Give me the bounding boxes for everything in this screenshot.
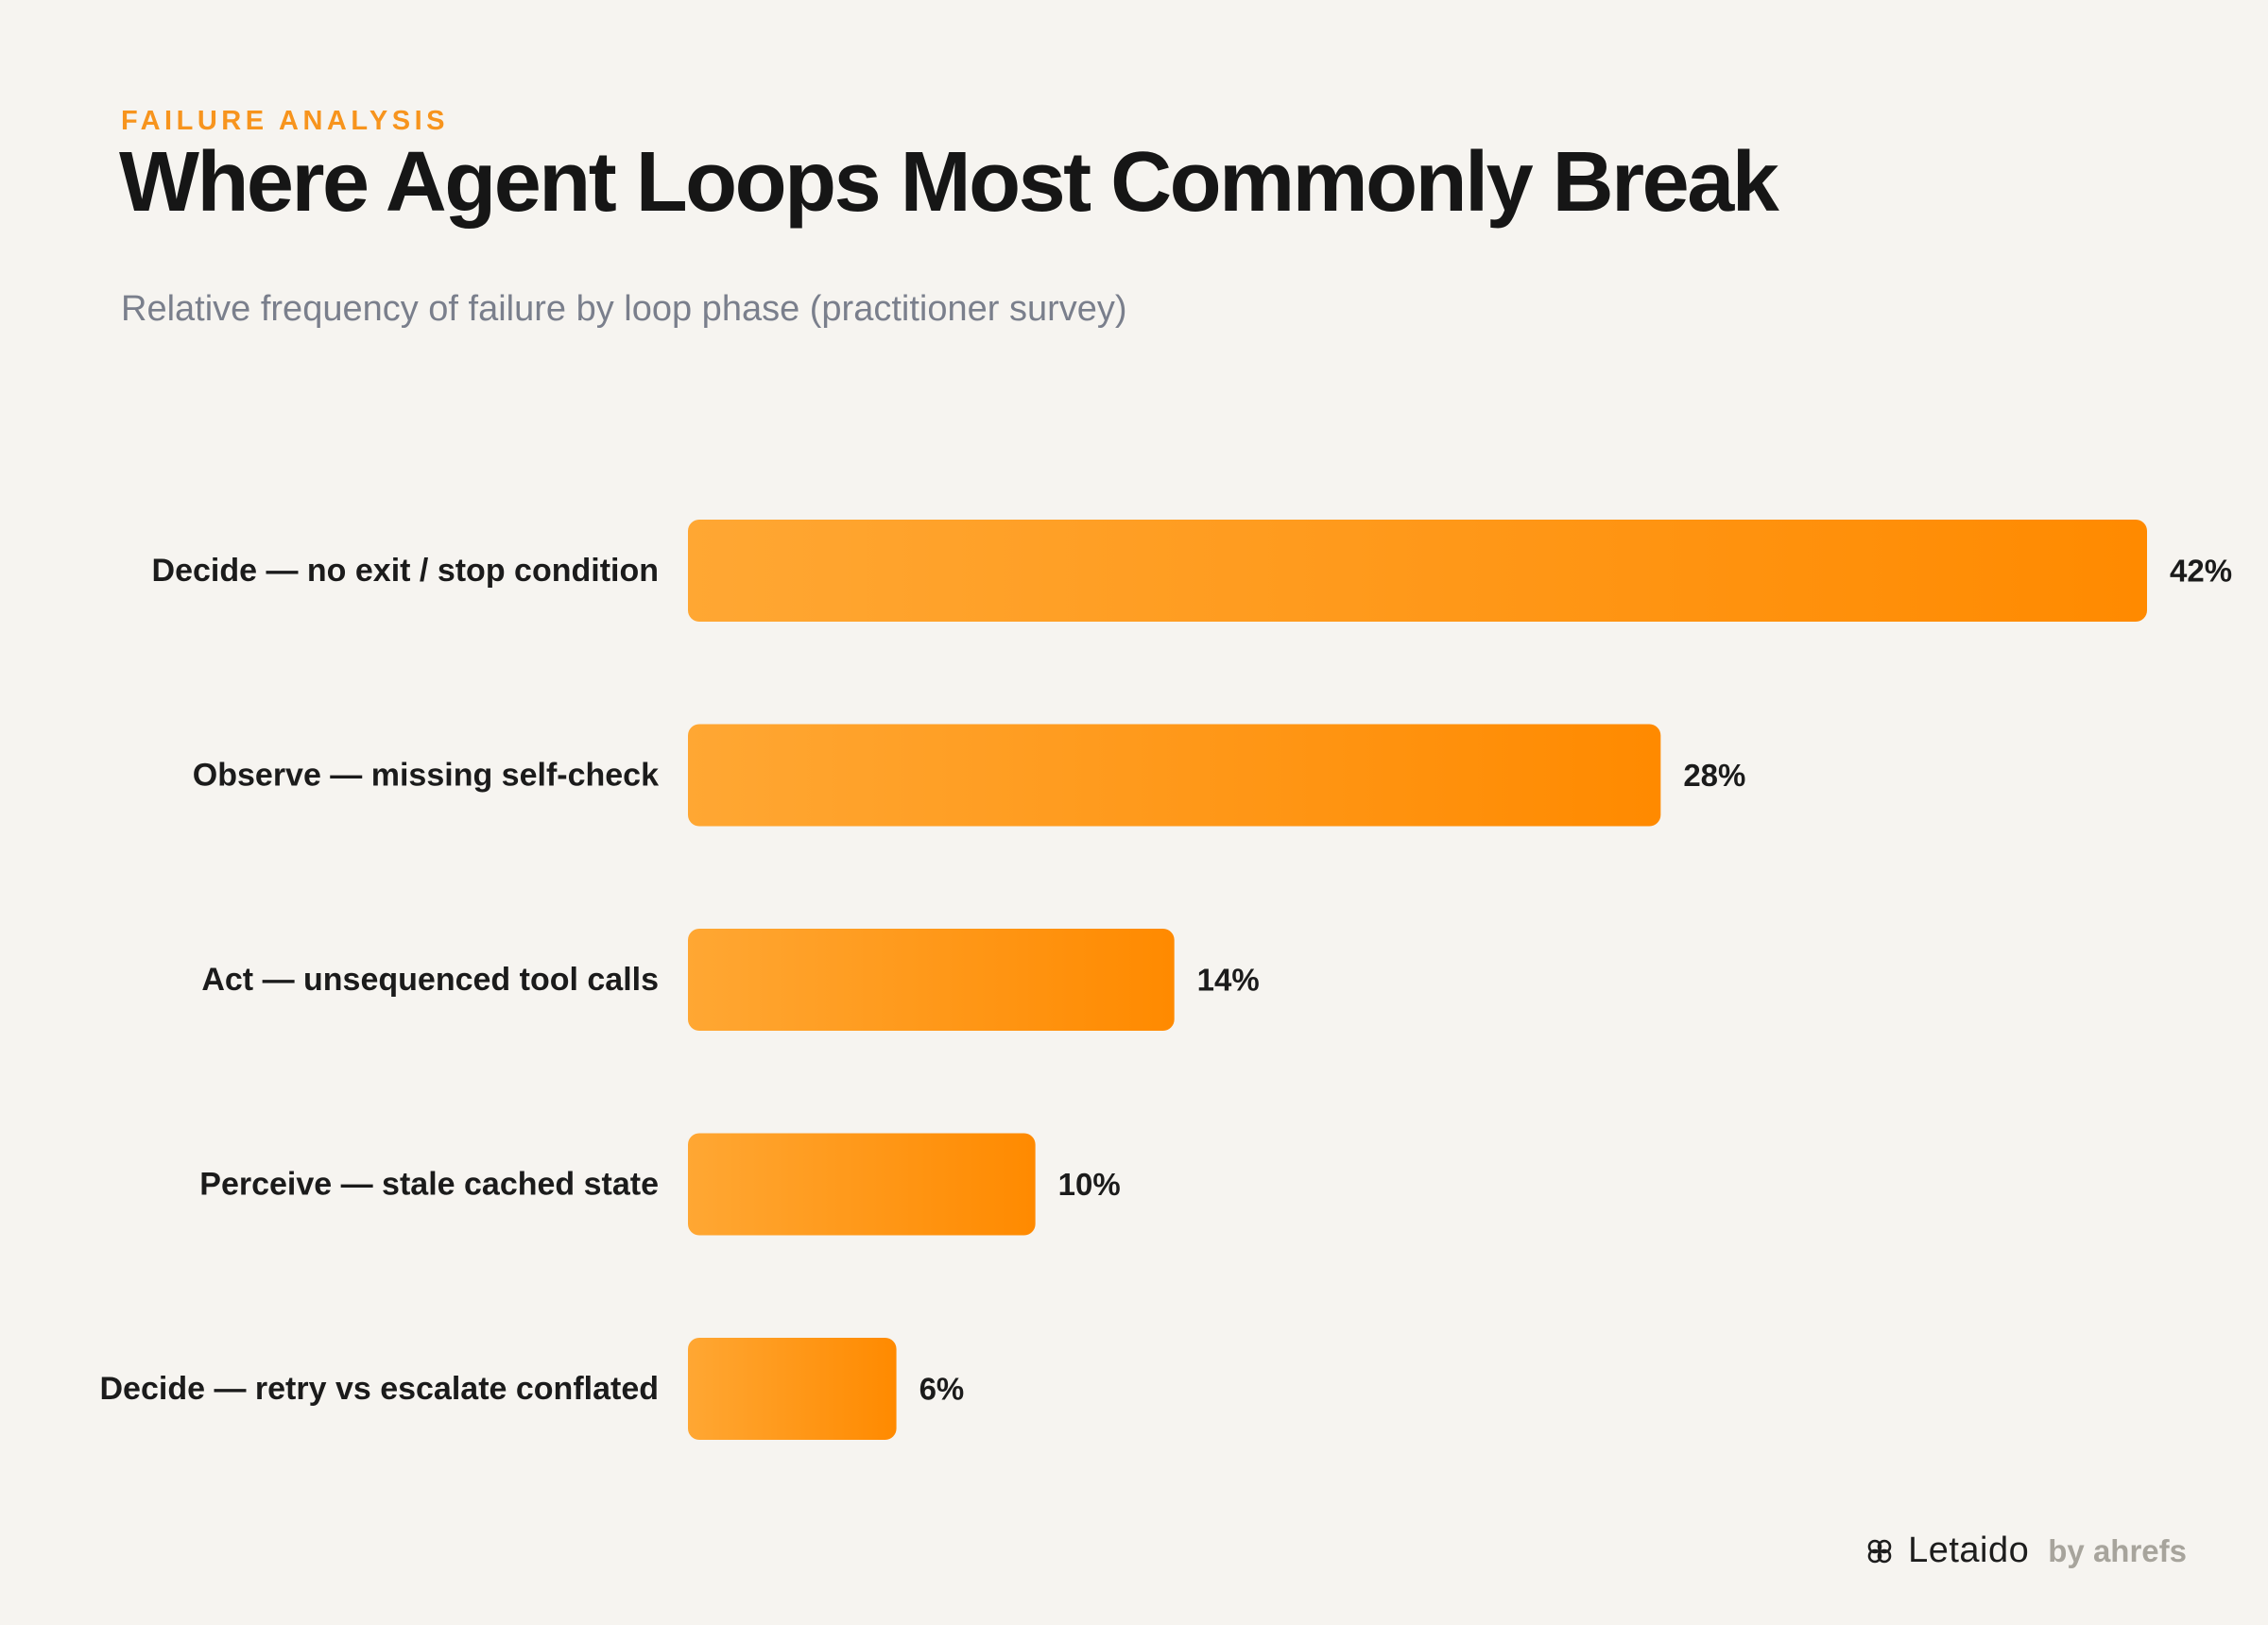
bar <box>688 724 1661 827</box>
value-label: 6% <box>919 1372 965 1407</box>
bar <box>688 1338 897 1440</box>
value-label: 10% <box>1058 1167 1121 1202</box>
value-label: 42% <box>2170 554 2232 589</box>
chart-subtitle: Relative frequency of failure by loop ph… <box>121 289 1127 329</box>
value-label: 14% <box>1197 963 1260 998</box>
bar <box>688 520 2147 622</box>
brand-logo: Letaido by ahrefs <box>1864 1531 2187 1571</box>
brand-name: Letaido <box>1908 1531 2030 1570</box>
clover-icon <box>1867 1539 1892 1563</box>
category-label: Act — unsequenced tool calls <box>201 962 659 998</box>
category-label: Perceive — stale cached state <box>199 1167 659 1203</box>
value-label: 28% <box>1683 758 1745 793</box>
bar <box>688 929 1175 1031</box>
chart-eyebrow: FAILURE ANALYSIS <box>121 106 450 136</box>
brand-byline: by ahrefs <box>2048 1532 2187 1568</box>
category-label: Decide — retry vs escalate conflated <box>100 1371 660 1407</box>
bar <box>688 1133 1036 1236</box>
chart-title: Where Agent Loops Most Commonly Break <box>119 135 1779 230</box>
category-label: Decide — no exit / stop condition <box>152 553 659 589</box>
category-label: Observe — missing self-check <box>193 758 659 794</box>
